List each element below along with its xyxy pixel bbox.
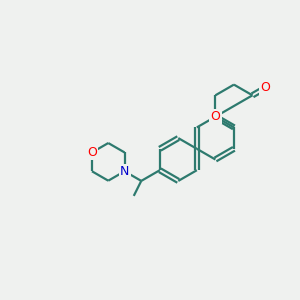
Text: O: O: [211, 110, 220, 123]
Text: O: O: [87, 146, 97, 159]
Text: O: O: [260, 81, 270, 94]
Text: N: N: [120, 165, 129, 178]
